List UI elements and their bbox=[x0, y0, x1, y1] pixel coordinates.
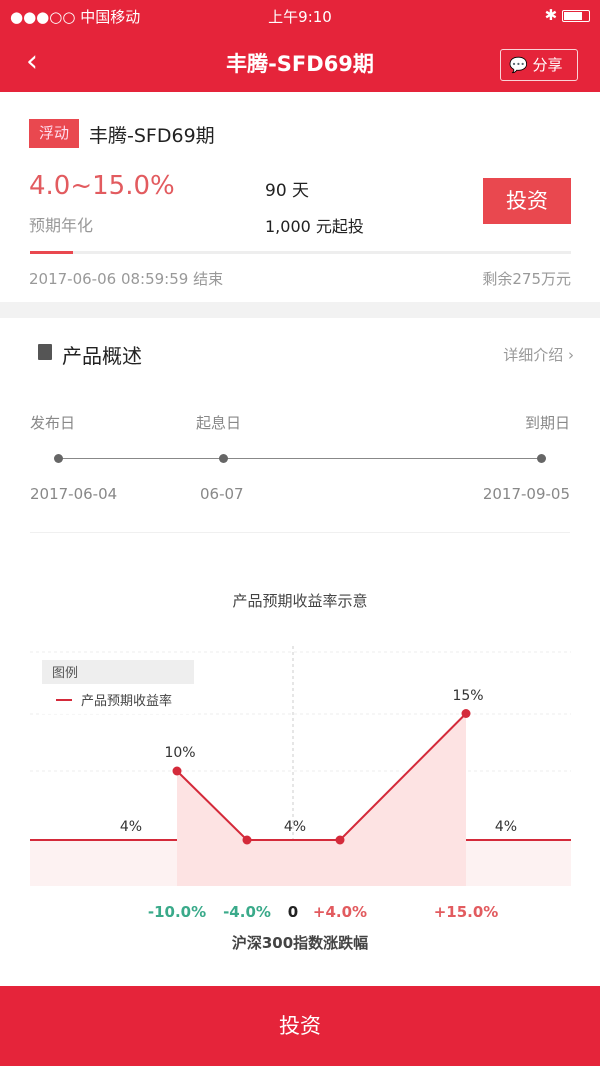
timeline-line bbox=[58, 458, 542, 459]
area-fill bbox=[466, 840, 571, 886]
expected-rate: 4.0~15.0% bbox=[29, 171, 175, 201]
document-icon bbox=[38, 344, 52, 360]
min-invest: 1,000 元起投 bbox=[265, 217, 364, 236]
legend-header bbox=[42, 660, 194, 684]
back-icon[interactable]: ‹ bbox=[26, 44, 38, 79]
timeline-label: 到期日 bbox=[524, 414, 570, 432]
data-label: 4% bbox=[495, 819, 517, 835]
page-title: 丰腾-SFD69期 bbox=[226, 52, 374, 76]
invest-button[interactable]: 投资 bbox=[483, 178, 571, 224]
share-button[interactable]: 💬 分享 bbox=[500, 49, 578, 81]
data-label: 4% bbox=[120, 819, 142, 835]
x-tick-label: +4.0% bbox=[313, 903, 367, 921]
invest-footer-button[interactable]: 投资 bbox=[0, 986, 600, 1066]
timeline-date: 2017-09-05 bbox=[482, 485, 570, 503]
x-tick-label: -4.0% bbox=[223, 903, 271, 921]
data-point bbox=[172, 766, 182, 776]
area-fill bbox=[177, 713, 466, 886]
legend-label: 产品预期收益率 bbox=[81, 693, 172, 709]
x-tick-label: -10.0% bbox=[148, 903, 206, 921]
carrier: ●●●○○ 中国移动 bbox=[10, 8, 141, 26]
divider bbox=[30, 532, 570, 533]
product-name: 丰腾-SFD69期 bbox=[89, 125, 215, 147]
legend-title: 图例 bbox=[52, 666, 78, 681]
bluetooth-icon: ✱ bbox=[544, 6, 558, 24]
details-link[interactable]: 详细介绍 › bbox=[503, 346, 574, 364]
series-line bbox=[176, 712, 467, 841]
share-label: 分享 bbox=[532, 56, 563, 74]
yield-chart: 产品预期收益率示意 4% 10% 4% 15% 4% -10.0% -4.0% 0 +4.0% +1… bbox=[30, 592, 571, 952]
end-time: 2017-06-06 08:59:59 结束 bbox=[29, 270, 224, 288]
data-point bbox=[242, 835, 252, 845]
x-tick-label: +15.0% bbox=[434, 903, 499, 921]
product-card: 浮动 丰腾-SFD69期 4.0~15.0% 预期年化 90 天 1,000 元… bbox=[0, 92, 600, 302]
remaining-amount: 剩余275万元 bbox=[482, 270, 571, 288]
timeline-dot bbox=[54, 454, 63, 463]
data-label: 15% bbox=[452, 688, 483, 704]
timeline-label: 发布日 bbox=[30, 414, 76, 432]
rate-label: 预期年化 bbox=[29, 216, 94, 235]
data-label: 4% bbox=[284, 819, 306, 835]
term-days: 90 天 bbox=[265, 181, 310, 201]
timeline-dot bbox=[219, 454, 228, 463]
floating-tag: 浮动 bbox=[29, 119, 79, 148]
wechat-icon: 💬 bbox=[509, 56, 528, 74]
section-title: 产品概述 bbox=[62, 344, 142, 368]
progress-bar bbox=[30, 251, 571, 254]
status-bar: ●●●○○ 中国移动 上午9:10 ✱ bbox=[10, 6, 590, 28]
chart-title: 产品预期收益率示意 bbox=[232, 592, 367, 610]
x-tick-label: 0 bbox=[288, 903, 298, 921]
clock: 上午9:10 bbox=[268, 8, 332, 26]
timeline-dot bbox=[537, 454, 546, 463]
data-point bbox=[335, 835, 345, 845]
battery-icon: ✱ bbox=[545, 6, 590, 24]
x-axis-label: 沪深300指数涨跌幅 bbox=[232, 934, 368, 952]
header: ●●●○○ 中国移动 上午9:10 ✱ ‹ 丰腾-SFD69期 💬 分享 bbox=[0, 0, 600, 92]
data-label: 10% bbox=[164, 745, 195, 761]
timeline-label: 起息日 bbox=[196, 414, 242, 432]
area-fill bbox=[30, 840, 177, 886]
timeline-date: 06-07 bbox=[200, 485, 244, 503]
timeline-date: 2017-06-04 bbox=[30, 485, 118, 503]
data-point bbox=[461, 709, 471, 718]
